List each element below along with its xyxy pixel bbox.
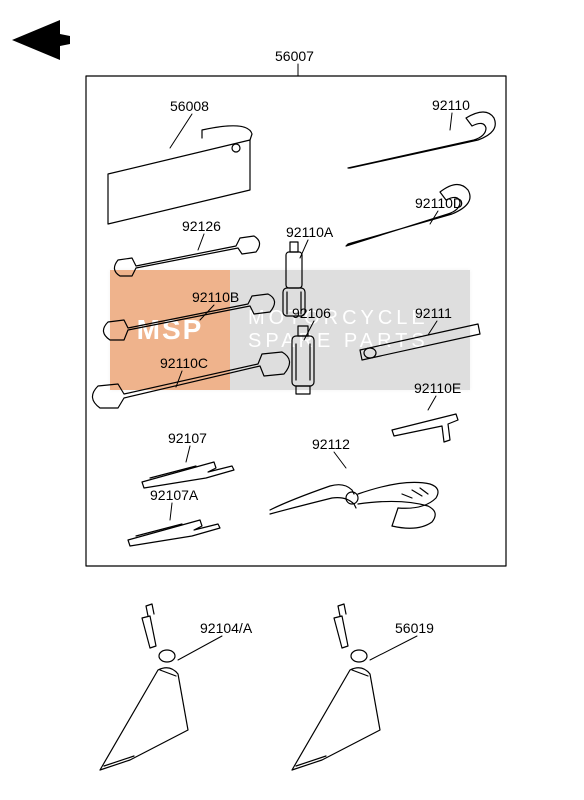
part-hook2 bbox=[346, 184, 470, 246]
part-label-92110A: 92110A bbox=[286, 224, 333, 240]
part-label-92106: 92106 bbox=[292, 305, 331, 321]
part-pliers bbox=[270, 482, 438, 528]
part-hook1 bbox=[348, 112, 495, 168]
part-label-92110: 92110 bbox=[432, 97, 470, 113]
part-case bbox=[108, 126, 252, 224]
leader-lines bbox=[170, 64, 452, 660]
part-label-92110B: 92110B bbox=[192, 289, 239, 305]
kit-frame bbox=[86, 76, 506, 566]
part-label-92111: 92111 bbox=[415, 305, 452, 321]
part-tube1 bbox=[100, 604, 188, 770]
lineart-svg bbox=[0, 0, 584, 800]
part-hexkey bbox=[392, 414, 458, 442]
part-label-92110D: 92110D bbox=[415, 195, 463, 211]
part-label-56019: 56019 bbox=[395, 620, 434, 636]
part-tube2 bbox=[292, 604, 380, 770]
part-label-92107: 92107 bbox=[168, 430, 207, 446]
part-wrench1 bbox=[114, 236, 259, 276]
part-label-92112: 92112 bbox=[312, 436, 350, 452]
part-label-92107A: 92107A bbox=[150, 487, 198, 503]
kit-label: 56007 bbox=[275, 48, 314, 64]
part-bar bbox=[360, 324, 480, 360]
part-grip bbox=[292, 326, 314, 394]
diagram-canvas: MSP MOTORCYCLE SPARE PARTS bbox=[0, 0, 584, 800]
part-driver1 bbox=[142, 462, 234, 488]
part-label-92110C: 92110C bbox=[160, 355, 208, 371]
part-label-92104-A: 92104/A bbox=[200, 620, 252, 636]
part-label-92126: 92126 bbox=[182, 218, 221, 234]
part-label-56008: 56008 bbox=[170, 98, 209, 114]
nav-arrow-icon bbox=[12, 20, 70, 60]
part-wrench2 bbox=[103, 294, 274, 340]
part-label-92110E: 92110E bbox=[414, 380, 461, 396]
part-driver2 bbox=[128, 520, 220, 546]
